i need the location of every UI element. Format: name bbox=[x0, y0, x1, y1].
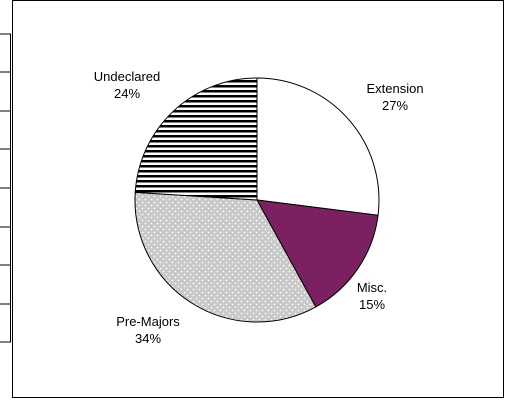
chart-frame bbox=[12, 0, 504, 398]
slice-label: Extension bbox=[366, 81, 423, 96]
slice-percent-label: 15% bbox=[359, 297, 385, 312]
table-grid-lines bbox=[0, 33, 11, 343]
pie-slice-extension bbox=[256, 77, 380, 216]
slice-label: Pre-Majors bbox=[116, 314, 180, 329]
pie-slice-pre-majors bbox=[134, 191, 317, 323]
pie-slice-undeclared bbox=[134, 77, 258, 201]
partial-table-edge bbox=[0, 0, 11, 400]
slice-label: Misc. bbox=[357, 280, 387, 295]
slice-percent-label: 24% bbox=[114, 86, 140, 101]
pie-slice-misc bbox=[256, 199, 379, 308]
slice-percent-label: 27% bbox=[382, 98, 408, 113]
slice-label: Undeclared bbox=[94, 69, 161, 84]
slice-percent-label: 34% bbox=[135, 331, 161, 346]
